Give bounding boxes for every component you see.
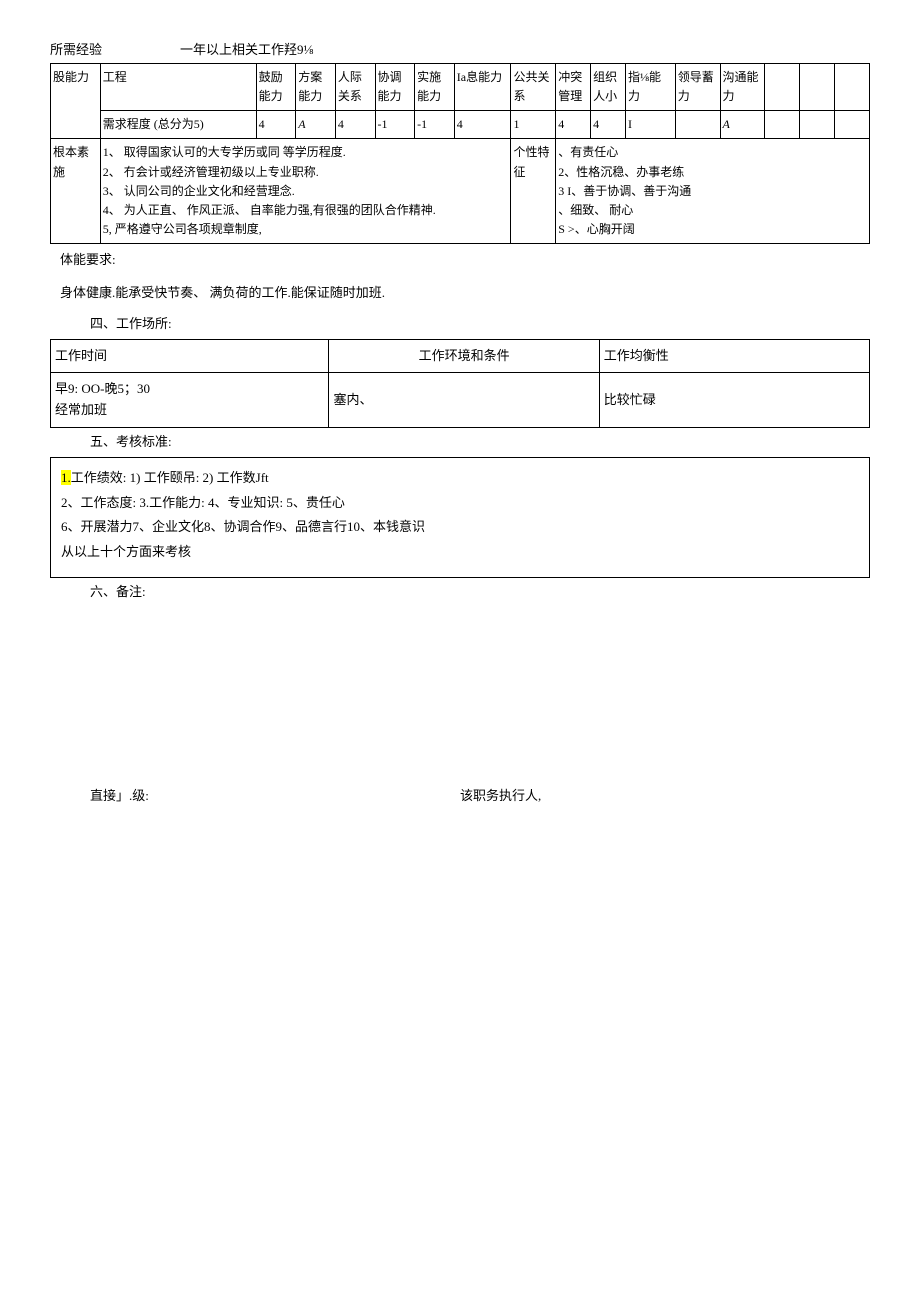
assess-hl: 1. [61, 470, 71, 485]
assess-line3: 6、开展潜力7、企业文化8、协调合作9、品德言行10、本钱意识 [61, 515, 859, 540]
experience-label: 所需经验 [50, 40, 180, 61]
ql-1: 2、 冇会计或经济管理初级以上专业职称. [103, 163, 509, 182]
ability-h6: Ia息能力 [454, 63, 511, 110]
ability-h15 [835, 63, 870, 110]
score-13 [800, 111, 835, 139]
score-5: 4 [454, 111, 511, 139]
ability-h10: 指⅛能力 [625, 63, 675, 110]
score-11: A [720, 111, 765, 139]
ability-h11: 领导蓄力 [675, 63, 720, 110]
score-0: 4 [256, 111, 296, 139]
qr-4: S >、心胸开阔 [558, 220, 867, 239]
quality-right-cell: 、有责任心 2、性格沉稳、办事老练 3 I、善于协调、善于沟通 、细致、 耐心 … [556, 139, 870, 244]
assess-line2: 2、工作态度: 3.工作能力: 4、专业知识: 5、贵任心 [61, 491, 859, 516]
physical-text: 身体健康.能承受快节奏、 满负荷的工作.能保证随时加班. [50, 277, 870, 310]
signature-row: 直接」.级: 该职务执行人, [50, 786, 870, 807]
score-8: 4 [591, 111, 626, 139]
ql-0: 1、 取得国家认可的大专学历或同 等学历程度. [103, 143, 509, 162]
ability-h2: 方案能力 [296, 63, 336, 110]
score-9: I [625, 111, 675, 139]
ability-row-label: 股能力 [51, 63, 101, 139]
experience-row: 所需经验 一年以上相关工作羟9⅛ [50, 40, 870, 61]
ability-h13 [765, 63, 800, 110]
score-6: 1 [511, 111, 556, 139]
ability-table: 股能力 工程 鼓励能力 方案能力 人际关系 协调能力 实施能力 Ia息能力 公共… [50, 63, 870, 245]
qr-0: 、有责任心 [558, 143, 867, 162]
ability-h1: 鼓励能力 [256, 63, 296, 110]
sig-right: 该职务执行人, [460, 786, 870, 807]
score-3: -1 [375, 111, 415, 139]
ability-h7: 公共关系 [511, 63, 556, 110]
score-2: 4 [335, 111, 375, 139]
ql-2: 3、 认同公司的企业文化和经营理念. [103, 182, 509, 201]
score-14 [835, 111, 870, 139]
qr-1: 2、性格沉稳、办事老练 [558, 163, 867, 182]
wp-r2: 比较忙碌 [599, 373, 869, 428]
quality-label: 根本素施 [51, 139, 101, 244]
ability-h14 [800, 63, 835, 110]
assessment-box: 1.工作绩效: 1) 工作颐吊: 2) 工作数Jft 2、工作态度: 3.工作能… [50, 457, 870, 578]
wp-h1: 工作环境和条件 [329, 339, 599, 373]
ability-h0: 工程 [100, 63, 256, 110]
remarks-heading: 六、备注: [50, 578, 870, 607]
ability-h8: 冲突管理 [556, 63, 591, 110]
wp-r1: 塞内、 [329, 373, 599, 428]
workplace-header-row: 工作时间 工作环境和条件 工作均衡性 [51, 339, 870, 373]
assess-l1-rest: 工作绩效: 1) 工作颐吊: 2) 工作数Jft [71, 470, 269, 485]
ability-h3: 人际关系 [335, 63, 375, 110]
physical-heading: 体能要求: [50, 244, 870, 277]
ability-h5: 实施能力 [415, 63, 455, 110]
wp-h2: 工作均衡性 [599, 339, 869, 373]
ability-h4: 协调能力 [375, 63, 415, 110]
trait-label: 个性特征 [511, 139, 556, 244]
qr-3: 、细致、 耐心 [558, 201, 867, 220]
quality-row: 根本素施 1、 取得国家认可的大专学历或同 等学历程度. 2、 冇会计或经济管理… [51, 139, 870, 244]
wp-h0: 工作时间 [51, 339, 329, 373]
assess-line4: 从以上十个方面来考核 [61, 540, 859, 565]
assess-line1: 1.工作绩效: 1) 工作颐吊: 2) 工作数Jft [61, 466, 859, 491]
demand-label: 需求程度 (总分为5) [100, 111, 256, 139]
score-1: A [296, 111, 336, 139]
ability-h12: 沟通能力 [720, 63, 765, 110]
ql-3: 4、 为人正直、 作风正派、 自率能力强,有很强的团队合作精神. [103, 201, 509, 220]
sig-left: 直接」.级: [50, 786, 460, 807]
score-4: -1 [415, 111, 455, 139]
ability-header-row: 股能力 工程 鼓励能力 方案能力 人际关系 协调能力 实施能力 Ia息能力 公共… [51, 63, 870, 110]
score-12 [765, 111, 800, 139]
experience-value: 一年以上相关工作羟9⅛ [180, 40, 313, 61]
wp-r0: 早9: OO-晚5；30 经常加班 [51, 373, 329, 428]
assessment-heading: 五、考核标准: [50, 428, 870, 457]
score-7: 4 [556, 111, 591, 139]
workplace-heading: 四、工作场所: [50, 310, 870, 339]
ql-4: 5, 严格遵守公司各项规章制度, [103, 220, 509, 239]
workplace-data-row: 早9: OO-晚5；30 经常加班 塞内、 比较忙碌 [51, 373, 870, 428]
workplace-table: 工作时间 工作环境和条件 工作均衡性 早9: OO-晚5；30 经常加班 塞内、… [50, 339, 870, 428]
score-10 [675, 111, 720, 139]
ability-h9: 组织人小 [591, 63, 626, 110]
qr-2: 3 I、善于协调、善于沟通 [558, 182, 867, 201]
quality-left-cell: 1、 取得国家认可的大专学历或同 等学历程度. 2、 冇会计或经济管理初级以上专… [100, 139, 511, 244]
ability-score-row: 需求程度 (总分为5) 4 A 4 -1 -1 4 1 4 4 I A [51, 111, 870, 139]
